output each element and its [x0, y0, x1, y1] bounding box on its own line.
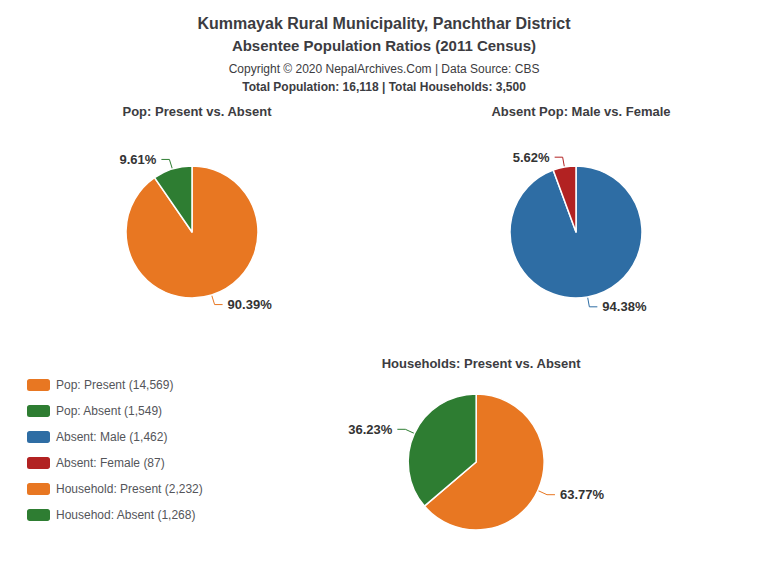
svg-text:94.38%: 94.38% — [602, 299, 647, 314]
svg-text:36.23%: 36.23% — [348, 422, 393, 437]
svg-text:Absentee Population Ratios (20: Absentee Population Ratios (2011 Census) — [232, 37, 536, 54]
svg-text:90.39%: 90.39% — [228, 297, 273, 312]
svg-text:Households: Present vs. Absent: Households: Present vs. Absent — [382, 356, 582, 371]
svg-text:Total Population: 16,118 | Tot: Total Population: 16,118 | Total Househo… — [242, 80, 526, 94]
svg-text:Pop: Absent (1,549): Pop: Absent (1,549) — [56, 404, 162, 418]
svg-text:Copyright © 2020 NepalArchives: Copyright © 2020 NepalArchives.Com | Dat… — [229, 62, 540, 76]
svg-text:9.61%: 9.61% — [120, 152, 157, 167]
svg-text:Absent Pop: Male vs. Female: Absent Pop: Male vs. Female — [491, 104, 670, 119]
svg-text:63.77%: 63.77% — [560, 487, 605, 502]
svg-text:Househod: Absent (1,268): Househod: Absent (1,268) — [56, 508, 195, 522]
svg-text:5.62%: 5.62% — [513, 150, 550, 165]
svg-text:Pop: Present vs. Absent: Pop: Present vs. Absent — [122, 104, 272, 119]
svg-text:Absent: Male (1,462): Absent: Male (1,462) — [56, 430, 167, 444]
svg-text:Household: Present (2,232): Household: Present (2,232) — [56, 482, 203, 496]
svg-text:Kummayak Rural Municipality, P: Kummayak Rural Municipality, Panchthar D… — [197, 15, 571, 32]
svg-text:Absent: Female (87): Absent: Female (87) — [56, 456, 165, 470]
svg-text:Pop: Present (14,569): Pop: Present (14,569) — [56, 378, 173, 392]
